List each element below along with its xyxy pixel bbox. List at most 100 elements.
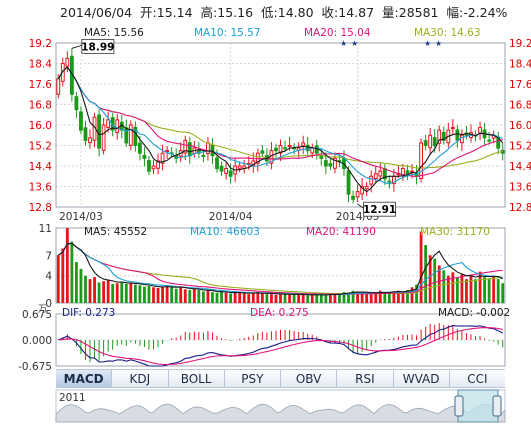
date-label: 2014/03 <box>59 211 103 223</box>
tab-cci[interactable]: CCI <box>467 372 488 386</box>
candle-body <box>115 119 120 133</box>
volume-bar <box>310 294 314 303</box>
candle-body <box>215 157 219 170</box>
candle-body <box>210 144 215 157</box>
price-tick-left: 16.0 <box>29 120 52 132</box>
volume-frame <box>55 227 506 304</box>
navigator-right-handle[interactable] <box>492 395 502 417</box>
ma5-line <box>57 66 504 193</box>
annotation-value: 12.91 <box>363 204 396 216</box>
volume-legend-ma10: MA10: 46603 <box>190 226 260 238</box>
indicator-tabs: MACD KDJ BOLL PSY OBV RSI WVAD CCI <box>56 369 505 388</box>
candle-body <box>206 142 210 154</box>
candle-body <box>101 124 106 151</box>
candle-body <box>60 63 65 82</box>
low-label: 低: <box>261 5 278 20</box>
volume-bar <box>206 290 210 303</box>
macd-panel: 0.675 0.000 -0.675 DIF: 0.273 DEA: 0.275 MACD… <box>18 307 510 373</box>
candle-body <box>346 170 351 195</box>
candle-body <box>156 160 160 169</box>
volume-bar <box>446 275 450 303</box>
candle-body <box>455 129 460 141</box>
annotation-value: 18.99 <box>81 41 114 53</box>
volume-bar <box>274 294 278 303</box>
quote-header: 2014/06/04 开:15.14 高:15.16 低:14.80 收:14.… <box>60 5 508 20</box>
navigator-left-handle[interactable] <box>454 395 464 417</box>
candle-body <box>88 137 92 144</box>
navigator-panel[interactable]: 2011 <box>55 389 506 423</box>
volume-bar <box>270 294 273 303</box>
change-label: 幅: <box>447 5 464 20</box>
candle-body <box>373 173 378 180</box>
price-tick-right: 18.4 <box>509 59 531 71</box>
candle-body <box>410 170 414 173</box>
volume-bar <box>288 294 291 303</box>
price-tick-right: 16.0 <box>509 120 531 132</box>
tab-macd[interactable]: MACD <box>56 370 113 387</box>
candle-body <box>278 145 283 154</box>
volume-bar <box>279 293 282 303</box>
tab-wvad[interactable]: WVAD <box>394 370 450 387</box>
candle-body <box>237 165 242 169</box>
volume-unit: 万 <box>38 304 48 315</box>
candle-body <box>83 127 88 141</box>
macd-legend-dif: DIF: 0.273 <box>62 307 115 319</box>
star-icon: ★ <box>424 39 431 48</box>
volume-bar <box>79 268 83 303</box>
candle-body <box>378 170 383 177</box>
volume-bar <box>492 275 496 303</box>
volume-bar <box>179 287 183 303</box>
volume-bar <box>161 286 164 303</box>
volume-bar <box>437 265 441 303</box>
volume-bar <box>183 289 187 303</box>
candle-body <box>323 160 328 167</box>
tab-obv[interactable]: OBV <box>281 370 338 387</box>
candle-body <box>147 160 151 172</box>
navigator-selection <box>457 389 499 423</box>
tab-psy[interactable]: PSY <box>225 370 281 387</box>
change-value: -2.24% <box>463 5 507 20</box>
volume-bar <box>442 270 446 303</box>
candle-body <box>128 124 133 146</box>
open-value: 15.14 <box>157 5 193 20</box>
candle-body <box>106 119 111 128</box>
quote-date: 2014/06/04 <box>60 5 132 20</box>
candle-body <box>437 129 442 144</box>
volume-bar <box>97 282 101 303</box>
volume-bar <box>106 279 110 303</box>
macd-frame <box>55 313 506 367</box>
candle-body <box>79 111 83 131</box>
volume-bar <box>460 274 464 303</box>
volume-bar <box>120 282 124 303</box>
candle-body <box>355 191 360 198</box>
candle-body <box>228 170 233 177</box>
volume-bar <box>419 231 423 303</box>
price-tick-left: 18.4 <box>29 59 53 71</box>
macd-legend-macd: MACD: -0.002 <box>438 307 510 319</box>
volume-bar <box>342 292 346 303</box>
navigator-year-label: 2011 <box>59 392 86 404</box>
macd-tick: 0.675 <box>22 309 52 321</box>
volume-bar <box>84 275 87 303</box>
candle-body <box>301 142 306 147</box>
volume-bar <box>428 255 432 303</box>
price-tick-left: 15.2 <box>29 141 52 153</box>
volume-panel: 11 7 4 0万 MA5: 45552 MA10: 46603 MA20: 41190 MA… <box>38 223 506 315</box>
volume-bar <box>383 292 387 303</box>
candle-body <box>450 127 455 130</box>
candle-body <box>419 142 424 180</box>
volume-bar <box>392 291 396 303</box>
tab-rsi[interactable]: RSI <box>337 370 394 387</box>
tab-boll[interactable]: BOLL <box>169 370 225 387</box>
tab-kdj[interactable]: KDJ <box>112 370 169 387</box>
volume-bar <box>306 295 310 303</box>
volume-bar <box>315 294 319 303</box>
volume-bar <box>501 283 505 303</box>
price-legend-ma20: MA20: 15.04 <box>304 27 371 39</box>
volume-bar <box>401 292 405 303</box>
vol-ma20-line <box>57 242 503 295</box>
price-tick-right: 14.4 <box>509 161 531 173</box>
volume-bar <box>496 279 500 303</box>
